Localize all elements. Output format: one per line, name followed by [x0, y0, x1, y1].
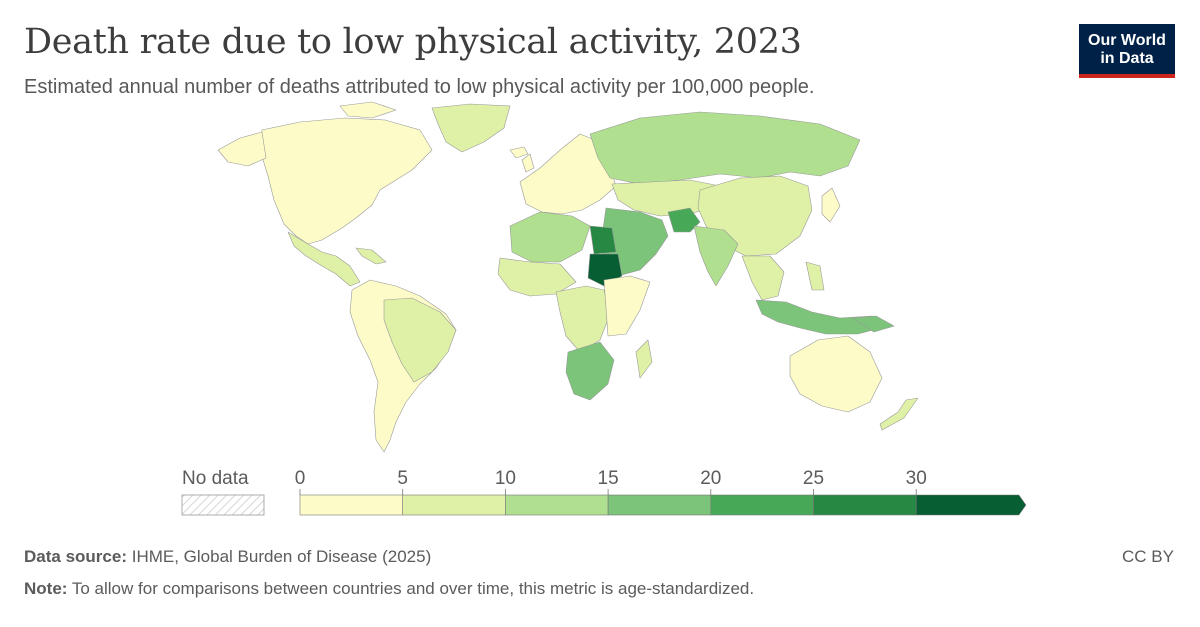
region-central-africa[interactable] [555, 285, 611, 353]
note-text: To allow for comparisons between countri… [71, 579, 755, 598]
owid-logo[interactable]: Our World in Data [1079, 24, 1175, 78]
legend-bin-4[interactable] [710, 494, 814, 516]
region-caribbean[interactable] [355, 247, 387, 265]
legend-bin-6[interactable] [915, 494, 1027, 516]
legend-tick-label: 30 [906, 468, 927, 489]
legend-bin-5[interactable] [813, 494, 917, 516]
region-iceland[interactable] [509, 146, 529, 159]
legend-tick-label: 15 [598, 468, 619, 489]
region-east-africa[interactable] [603, 275, 651, 337]
data-source-label: Data source: [24, 547, 127, 566]
region-uk[interactable] [521, 153, 535, 173]
region-north-america[interactable] [259, 117, 433, 245]
legend-tick-label: 25 [803, 468, 824, 489]
region-new-guinea[interactable] [851, 315, 895, 333]
note-label: Note: [24, 579, 68, 598]
region-australia[interactable] [789, 335, 883, 413]
region-madagascar[interactable] [635, 339, 653, 379]
legend-bin-3[interactable] [607, 494, 712, 516]
region-southeast-asia[interactable] [741, 255, 785, 301]
data-source-text[interactable]: IHME, Global Burden of Disease (2025) [131, 547, 432, 566]
logo-line-2: in Data [1100, 50, 1154, 67]
legend-no-data-swatch [181, 494, 265, 516]
region-brazil[interactable] [383, 297, 457, 383]
legend-tick-label: 5 [397, 468, 408, 489]
region-north-africa[interactable] [509, 211, 591, 263]
legend-no-data-label: No data [182, 468, 249, 489]
legend-tick-label: 20 [700, 468, 721, 489]
logo-line-1: Our World [1088, 32, 1166, 49]
note: Note: To allow for comparisons between c… [24, 579, 754, 599]
license[interactable]: CC BY [1122, 547, 1174, 566]
legend-bin-1[interactable] [402, 494, 506, 516]
legend-tick-label: 0 [295, 468, 306, 489]
region-new-zealand[interactable] [879, 397, 919, 431]
legend-bin-0[interactable] [299, 494, 403, 516]
region-egypt[interactable] [589, 225, 617, 255]
region-russia[interactable] [589, 111, 861, 185]
legend-bin-2[interactable] [505, 494, 609, 516]
region-west-africa[interactable] [497, 257, 577, 297]
chart-title: Death rate due to low physical activity,… [24, 22, 802, 62]
region-philippines[interactable] [805, 261, 825, 291]
region-arctic-islands[interactable] [339, 101, 397, 119]
chart-subtitle: Estimated annual number of deaths attrib… [24, 76, 815, 98]
region-india[interactable] [693, 225, 739, 287]
region-central-america[interactable] [287, 231, 361, 287]
region-japan[interactable] [821, 187, 841, 223]
region-alaska[interactable] [217, 131, 267, 167]
region-southern-africa[interactable] [565, 341, 615, 401]
region-greenland[interactable] [431, 103, 511, 153]
data-source: Data source: IHME, Global Burden of Dise… [24, 547, 431, 567]
legend-tick-label: 10 [495, 468, 516, 489]
